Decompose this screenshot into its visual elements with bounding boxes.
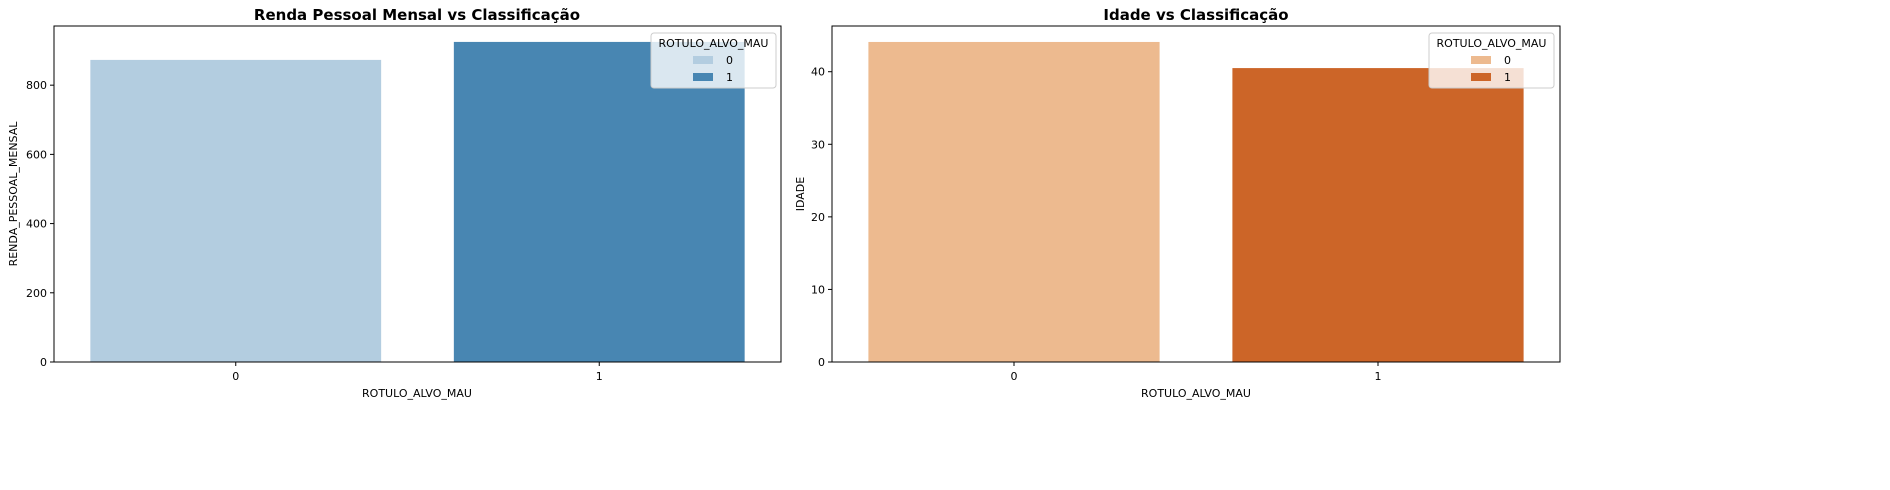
income-chart: Renda Pessoal Mensal vs Classificação 0 2… (7, 6, 782, 400)
bar-0 (90, 59, 382, 362)
x-axis-label: ROTULO_ALVO_MAU (1141, 387, 1251, 400)
plot-frame (831, 25, 1561, 363)
bar-1 (1232, 68, 1524, 363)
legend-swatch-1 (1471, 73, 1491, 81)
y-tick-label: 400 (26, 218, 47, 231)
y-tick-label: 200 (26, 287, 47, 300)
legend-swatch-0 (1471, 56, 1491, 64)
y-tick-label: 40 (811, 66, 825, 79)
legend: ROTULO_ALVO_MAU 0 1 (1428, 32, 1555, 89)
y-tick-label: 0 (818, 356, 825, 369)
chart-title: Renda Pessoal Mensal vs Classificação (254, 6, 580, 24)
x-axis-label: ROTULO_ALVO_MAU (362, 387, 472, 400)
chart-title: Idade vs Classificação (1103, 6, 1288, 24)
bars-group (90, 41, 745, 363)
legend-label-0: 0 (1504, 54, 1511, 67)
x-tick-label: 0 (232, 370, 239, 383)
legend-box (650, 32, 777, 89)
y-tick-label: 600 (26, 148, 47, 161)
legend-title: ROTULO_ALVO_MAU (659, 37, 769, 50)
y-tick-label: 800 (26, 79, 47, 92)
legend-label-1: 1 (726, 71, 733, 84)
bars-group (868, 41, 1524, 363)
y-axis-label: RENDA_PESSOAL_MENSAL (7, 121, 20, 267)
x-tick-label: 1 (596, 370, 603, 383)
y-tick-label: 30 (811, 138, 825, 151)
bar-0 (868, 41, 1160, 362)
legend: ROTULO_ALVO_MAU 0 1 (650, 32, 777, 89)
plot-frame (53, 25, 782, 363)
legend-swatch-0 (693, 56, 713, 64)
x-tick-label: 0 (1011, 370, 1018, 383)
legend-label-0: 0 (726, 54, 733, 67)
legend-swatch-1 (693, 73, 713, 81)
y-axis-ticks: 0 10 20 30 40 (811, 66, 832, 369)
bar-1 (453, 41, 745, 363)
y-axis-ticks: 0 200 400 600 800 (26, 79, 54, 369)
y-axis-label: IDADE (794, 177, 807, 212)
y-tick-label: 20 (811, 211, 825, 224)
y-tick-label: 10 (811, 283, 825, 296)
x-tick-label: 1 (1375, 370, 1382, 383)
y-tick-label: 0 (40, 356, 47, 369)
legend-label-1: 1 (1504, 71, 1511, 84)
legend-box (1428, 32, 1555, 89)
legend-title: ROTULO_ALVO_MAU (1437, 37, 1547, 50)
